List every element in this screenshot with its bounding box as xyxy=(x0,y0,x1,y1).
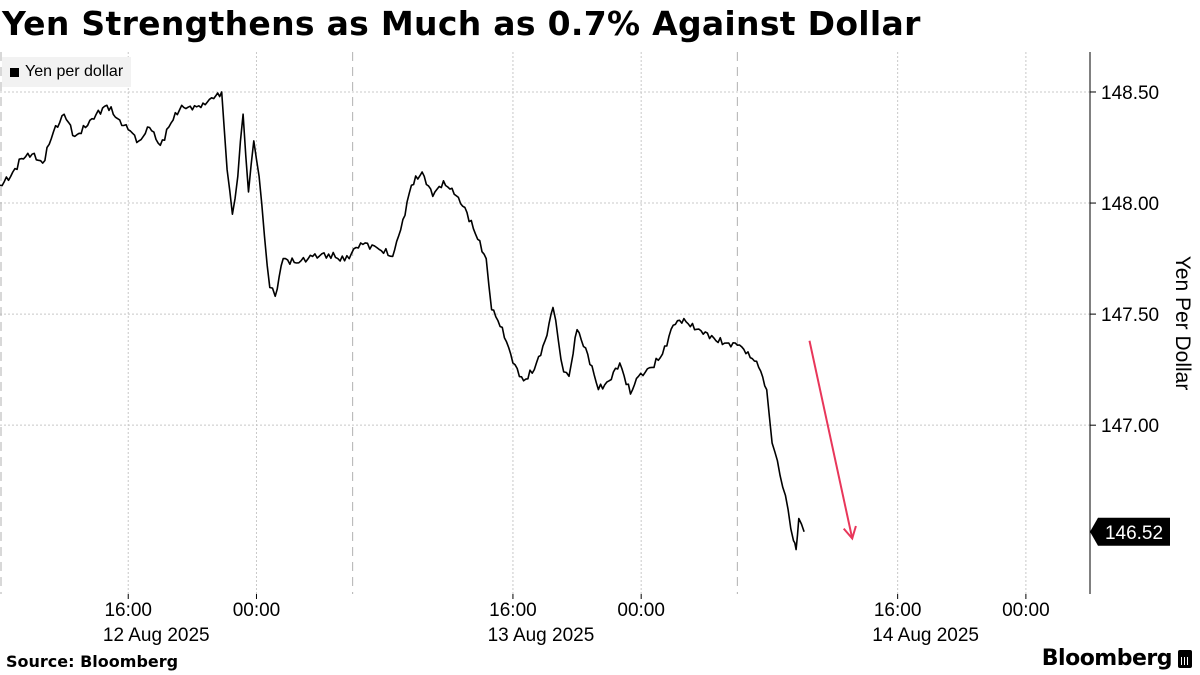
legend: Yen per dollar xyxy=(2,57,132,87)
annotation-group xyxy=(808,340,857,541)
bloomberg-terminal-icon xyxy=(1178,649,1192,668)
brand-name: Bloomberg xyxy=(1041,646,1173,671)
legend-swatch xyxy=(10,67,19,77)
legend-label: Yen per dollar xyxy=(25,63,124,80)
x-tick-label: 16:00 xyxy=(104,600,152,621)
chart-title: Yen Strengthens as Much as 0.7% Against … xyxy=(2,4,921,43)
series-group: 146.52 xyxy=(0,91,1170,551)
session-break-lines xyxy=(0,52,738,594)
last-value-flag xyxy=(1090,517,1170,546)
x-date-label: 13 Aug 2025 xyxy=(488,625,595,646)
y-axis-label: Yen Per Dollar xyxy=(1171,256,1194,391)
x-date-label: 12 Aug 2025 xyxy=(103,625,210,646)
x-tick-label: 16:00 xyxy=(874,600,922,621)
price-line xyxy=(0,91,805,551)
x-tick-label: 00:00 xyxy=(617,600,665,621)
last-value-label: 146.52 xyxy=(1105,523,1163,544)
brand-logo: Bloomberg xyxy=(1042,646,1192,671)
y-tick-label: 147.00 xyxy=(1101,416,1159,437)
vertical-gridlines xyxy=(127,52,1027,594)
down-arrow-annotation xyxy=(808,340,854,539)
y-tick-label: 147.50 xyxy=(1101,305,1159,326)
x-date-label: 14 Aug 2025 xyxy=(872,625,979,646)
x-tick-label: 00:00 xyxy=(233,600,281,621)
y-tick-label: 148.00 xyxy=(1101,194,1159,215)
arrow-head xyxy=(842,525,857,541)
y-tick-label: 148.50 xyxy=(1101,83,1159,104)
y-axis-ticks: 148.50 148.00 147.50 147.00 xyxy=(1090,83,1159,437)
x-tick-label: 16:00 xyxy=(489,600,537,621)
horizontal-gridlines xyxy=(0,91,1090,426)
x-tick-label: 00:00 xyxy=(1002,600,1050,621)
source-note: Source: Bloomberg xyxy=(6,652,179,671)
x-axis-ticks: 16:00 12 Aug 2025 00:00 16:00 13 Aug 2025 00:… xyxy=(103,594,1050,646)
